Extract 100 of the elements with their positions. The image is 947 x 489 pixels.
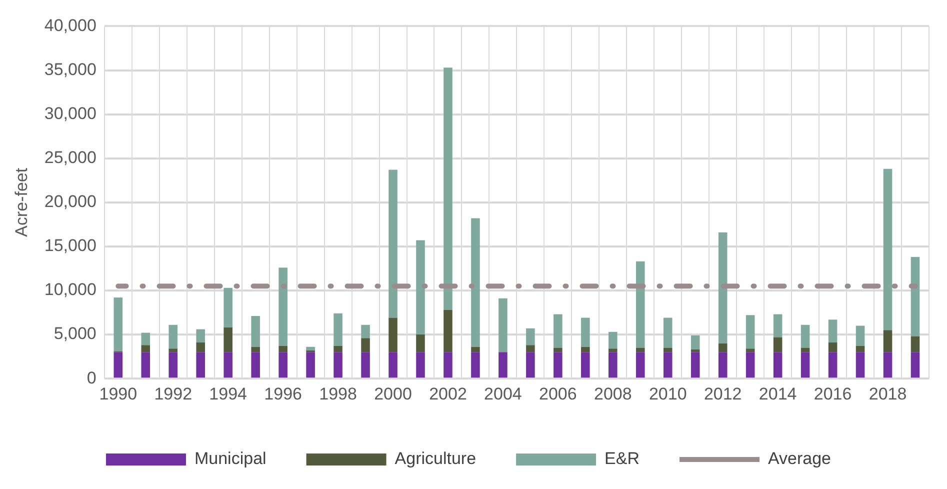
bar [690,352,700,378]
y-tick-label: 25,000 [44,148,96,168]
bar [718,352,728,378]
bar [828,342,838,352]
bar [526,345,535,352]
bar [306,346,315,350]
bar [608,348,618,352]
bar [883,352,892,378]
x-tick-label: 2012 [704,384,742,404]
bar [636,261,645,348]
x-tick-label: 2002 [429,384,467,404]
bar [416,240,425,335]
bar [663,352,672,378]
bar [251,352,260,378]
bar [773,337,782,352]
bar [388,352,398,378]
bar [224,328,232,352]
bar [444,352,452,378]
y-axis-title: Acre-feet [12,168,31,237]
legend-label: Average [768,449,832,468]
bar [278,352,288,378]
bar [526,328,535,346]
bar [444,310,452,352]
y-tick-label: 40,000 [44,16,96,35]
bar [773,352,782,378]
bar [828,352,838,378]
bar [278,346,288,352]
bar [554,314,562,348]
bar [663,318,672,348]
bar [883,330,892,352]
bar [718,232,728,344]
bar [114,298,123,352]
bar [388,318,398,352]
x-tick-label: 2006 [539,384,577,404]
bar [498,352,508,378]
x-tick-label: 2014 [758,384,797,404]
y-tick-label: 10,000 [44,280,96,300]
bar [581,352,590,378]
bar [224,288,232,328]
bar [663,348,672,352]
bar [196,352,205,378]
bar [168,324,178,349]
bar [224,352,232,378]
legend-label: Agriculture [394,449,476,468]
bar [910,257,920,336]
bar [141,332,150,346]
bar [746,352,755,378]
bar [141,345,150,352]
bar [746,315,755,349]
x-tick-label: 2000 [374,384,412,404]
bar [196,342,205,352]
bar [636,348,645,352]
bar [773,314,782,338]
bar [526,352,535,378]
bar [196,329,205,342]
x-tick-label: 2004 [484,384,522,404]
bar [114,352,123,378]
x-tick-label: 1990 [99,384,138,404]
x-tick-label: 1992 [154,384,192,404]
bar [856,346,865,352]
bar [361,324,370,338]
bar [141,352,150,378]
y-tick-label: 20,000 [44,192,96,212]
bar [471,352,480,378]
x-tick-label: 2008 [594,384,632,404]
bar [690,335,700,350]
x-tick-label: 2010 [648,384,687,404]
bar [471,218,480,347]
legend-label: E&R [604,449,640,468]
bar [800,324,810,348]
bar [636,352,645,378]
x-tick-label: 1996 [264,384,302,404]
bar [168,348,178,352]
bar [388,170,398,318]
bar [690,350,700,352]
bar [306,352,315,378]
bar [608,352,618,378]
y-tick-label: 35,000 [44,60,96,79]
x-tick-label: 1994 [209,384,247,404]
bar [444,68,452,310]
x-tick-label: 2018 [868,384,907,404]
bar [910,352,920,378]
bar [361,352,370,378]
bar [856,326,865,346]
bar [334,313,342,346]
bar [910,336,920,352]
bar [361,338,370,352]
bar [498,298,508,352]
bar [168,352,178,378]
legend-label: Municipal [194,449,266,468]
bar [416,334,425,352]
y-tick-label: 0 [86,368,96,388]
bar [334,352,342,378]
bar [581,318,590,347]
bar [554,352,562,378]
bar [251,346,260,352]
bar [581,346,590,352]
bar [718,343,728,352]
y-tick-label: 30,000 [44,104,96,123]
bar [334,346,342,352]
